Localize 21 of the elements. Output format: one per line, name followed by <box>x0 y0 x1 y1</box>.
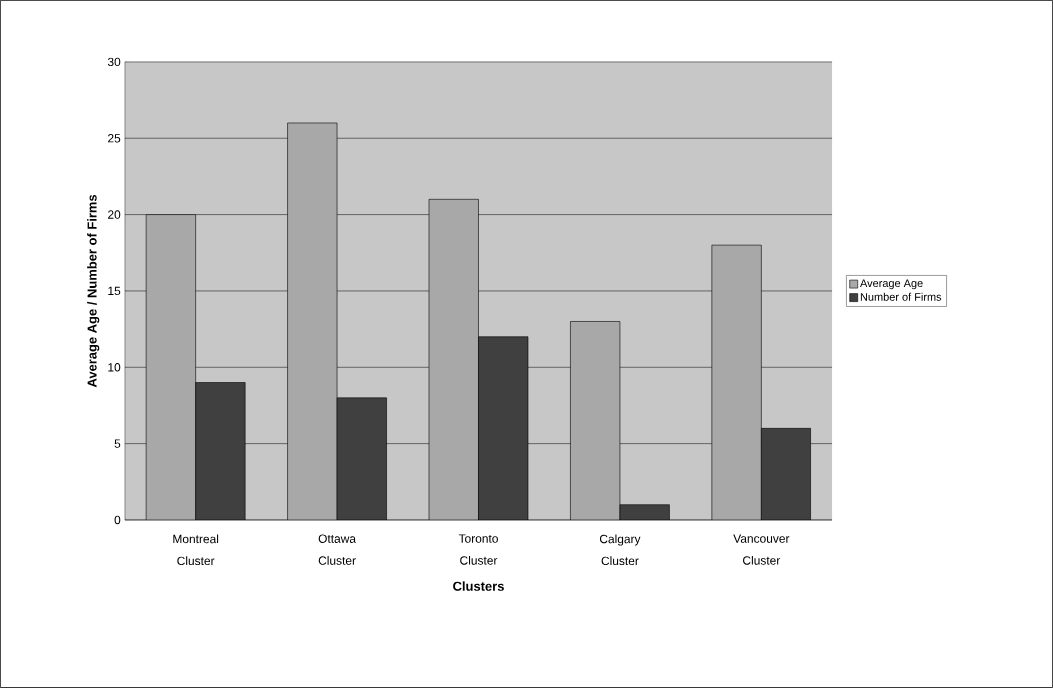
y-tick-label: 10 <box>108 363 121 372</box>
x-tick-label: Vancouver Cluster <box>733 534 790 565</box>
bar <box>570 321 621 521</box>
y-tick-label: 0 <box>114 515 121 525</box>
y-tick-label: 20 <box>108 210 121 219</box>
x-tick-label: Calgary Cluster <box>599 534 641 566</box>
y-axis-title: Average Age / Number of Firms <box>87 194 100 388</box>
x-tick-label: Toronto Cluster <box>458 534 498 565</box>
x-tick-label: Montreal Cluster <box>173 534 219 566</box>
bar <box>145 214 196 521</box>
bar <box>428 199 479 521</box>
x-axis-title: Clusters <box>453 581 504 591</box>
y-tick-label: 30 <box>107 57 121 67</box>
y-tick-label: 15 <box>108 286 121 296</box>
bar <box>287 122 338 521</box>
x-tick-label: Ottawa Cluster <box>318 534 356 565</box>
bar <box>711 244 762 521</box>
legend-label: Number of Firms <box>860 292 942 301</box>
y-tick-label: 5 <box>114 439 121 448</box>
legend-label: Average Age <box>860 279 923 290</box>
y-tick-label: 25 <box>108 134 121 143</box>
